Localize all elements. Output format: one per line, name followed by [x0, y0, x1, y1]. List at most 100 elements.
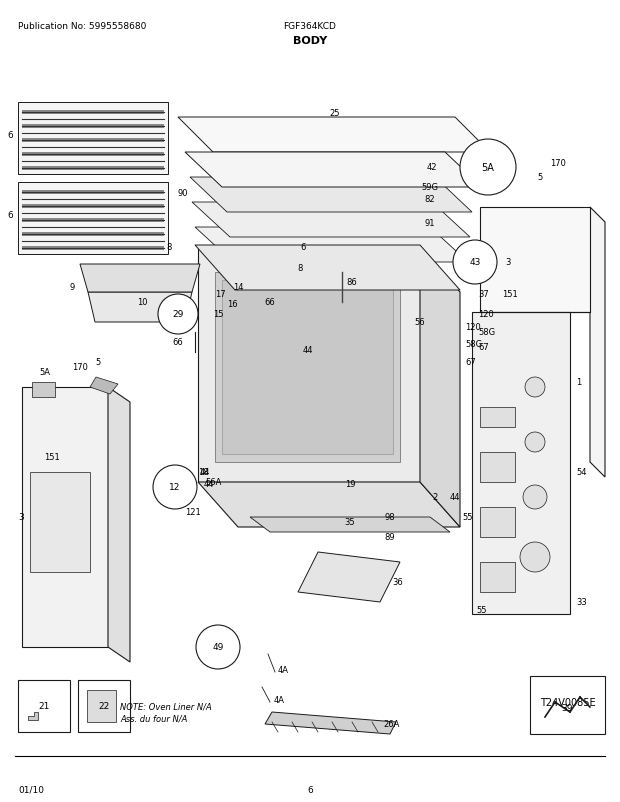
- Text: NOTE: Oven Liner N/A: NOTE: Oven Liner N/A: [120, 702, 212, 711]
- Text: 6: 6: [300, 242, 306, 251]
- Text: 4A: 4A: [278, 666, 289, 674]
- Polygon shape: [198, 482, 460, 528]
- Text: 21: 21: [38, 702, 50, 711]
- Text: 82: 82: [425, 195, 435, 205]
- Text: 151: 151: [44, 453, 60, 462]
- Circle shape: [453, 241, 497, 285]
- Text: 66: 66: [265, 298, 275, 307]
- Circle shape: [196, 626, 240, 669]
- Text: 58G: 58G: [478, 328, 495, 337]
- Text: 12: 12: [169, 483, 180, 492]
- Circle shape: [158, 294, 198, 334]
- Polygon shape: [88, 293, 192, 322]
- Text: 26A: 26A: [384, 719, 400, 728]
- Text: 17: 17: [215, 290, 225, 299]
- Text: 54: 54: [576, 468, 587, 477]
- Text: 6: 6: [7, 210, 13, 219]
- Text: 18: 18: [198, 468, 208, 477]
- Text: 44: 44: [204, 480, 215, 489]
- Text: 55: 55: [462, 512, 472, 522]
- Text: 6: 6: [7, 131, 13, 140]
- Text: 170: 170: [550, 158, 566, 168]
- Polygon shape: [90, 378, 118, 395]
- Bar: [22, 219, 164, 223]
- Text: 3: 3: [18, 512, 24, 522]
- Bar: [30, 472, 90, 573]
- Text: 89: 89: [384, 533, 396, 542]
- Text: 8: 8: [298, 264, 303, 273]
- Text: 2: 2: [432, 493, 437, 502]
- Text: eReplacementParts.com: eReplacementParts.com: [242, 367, 378, 378]
- Text: 3: 3: [505, 258, 511, 267]
- Text: 14: 14: [232, 283, 243, 292]
- Text: 44: 44: [200, 468, 210, 477]
- Polygon shape: [420, 248, 460, 528]
- Text: 5A: 5A: [482, 163, 494, 172]
- Bar: [480, 508, 515, 537]
- Text: 90: 90: [177, 188, 188, 197]
- Text: 39: 39: [561, 703, 573, 713]
- Text: 8: 8: [167, 242, 172, 251]
- Bar: [22, 191, 164, 195]
- Polygon shape: [222, 281, 393, 455]
- Bar: [18, 183, 168, 255]
- Text: 9: 9: [69, 283, 75, 292]
- Polygon shape: [195, 245, 460, 290]
- Text: 5A: 5A: [40, 368, 50, 377]
- Text: 170: 170: [72, 363, 88, 372]
- Polygon shape: [198, 248, 420, 482]
- Text: 42: 42: [427, 164, 437, 172]
- Text: 5: 5: [538, 173, 542, 182]
- Text: 10: 10: [137, 298, 148, 307]
- Bar: [22, 125, 164, 129]
- Bar: [480, 407, 515, 427]
- Text: 67: 67: [478, 343, 489, 352]
- Text: 66: 66: [172, 338, 183, 347]
- Text: 22: 22: [99, 702, 110, 711]
- Bar: [18, 680, 70, 732]
- Text: 49: 49: [212, 642, 224, 652]
- Polygon shape: [178, 118, 490, 153]
- Text: 1: 1: [576, 378, 582, 387]
- Text: 35: 35: [345, 518, 355, 527]
- Circle shape: [153, 465, 197, 509]
- Polygon shape: [87, 691, 116, 722]
- Text: 33: 33: [576, 597, 587, 607]
- Bar: [530, 676, 605, 734]
- Text: 86: 86: [347, 278, 357, 287]
- Polygon shape: [472, 313, 570, 614]
- Polygon shape: [590, 208, 605, 477]
- Polygon shape: [192, 203, 470, 237]
- Polygon shape: [298, 553, 400, 602]
- Text: 4A: 4A: [274, 695, 285, 705]
- Text: BODY: BODY: [293, 36, 327, 46]
- Bar: [22, 247, 164, 251]
- Polygon shape: [215, 273, 400, 463]
- Text: 25: 25: [330, 108, 340, 117]
- Text: 01/10: 01/10: [18, 785, 44, 794]
- Text: 19: 19: [345, 480, 355, 489]
- Text: Publication No: 5995558680: Publication No: 5995558680: [18, 22, 146, 31]
- Polygon shape: [28, 712, 38, 720]
- Text: 36: 36: [392, 577, 404, 587]
- Text: 151: 151: [502, 290, 518, 299]
- Polygon shape: [185, 153, 482, 188]
- Bar: [22, 139, 164, 143]
- Text: 58G: 58G: [465, 340, 482, 349]
- Text: T24V0085E: T24V0085E: [540, 697, 596, 707]
- Bar: [22, 167, 164, 171]
- Circle shape: [520, 542, 550, 573]
- Circle shape: [460, 140, 516, 196]
- Text: 59G: 59G: [422, 182, 438, 191]
- Text: 67: 67: [465, 358, 476, 367]
- Bar: [480, 562, 515, 592]
- Polygon shape: [80, 265, 200, 293]
- Bar: [22, 153, 164, 157]
- Text: Ass. du four N/A: Ass. du four N/A: [120, 714, 187, 723]
- Circle shape: [525, 432, 545, 452]
- Text: 98: 98: [384, 512, 396, 522]
- Text: FGF364KCD: FGF364KCD: [283, 22, 337, 31]
- Bar: [22, 205, 164, 209]
- Bar: [22, 111, 164, 115]
- Text: 120: 120: [465, 323, 480, 332]
